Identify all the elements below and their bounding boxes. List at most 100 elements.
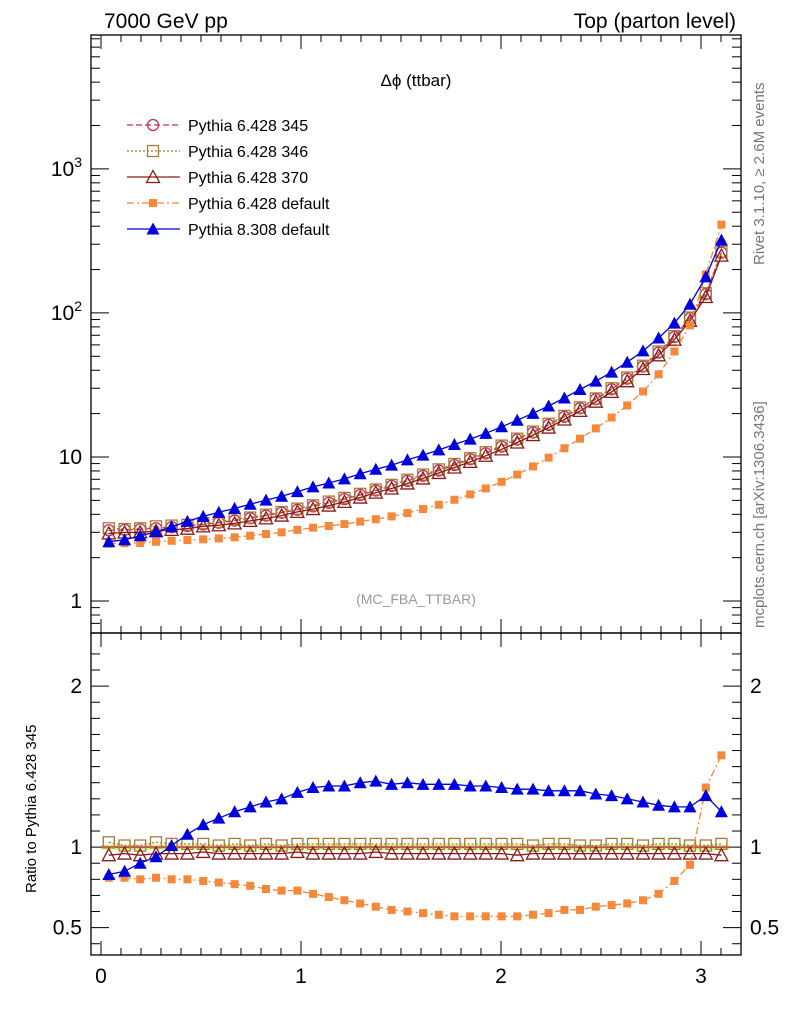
data-point-p370: [651, 347, 667, 362]
ratio-point-p346: [385, 837, 398, 851]
data-point-p370: [289, 503, 305, 519]
data-point-p8def: [589, 374, 603, 387]
ratio-y-tick-label: 2: [70, 675, 82, 698]
data-point-p6def: [340, 520, 349, 529]
ratio-point-p370: [541, 845, 557, 860]
ratio-point-p370: [321, 845, 337, 860]
ratio-point-p370: [336, 845, 352, 860]
ratio-point-p6def: [387, 905, 396, 914]
ratio-point-p370: [666, 845, 682, 860]
ratio-point-p6def: [623, 899, 632, 908]
data-point-p370: [179, 520, 195, 535]
ratio-point-p8def: [714, 805, 728, 818]
ratio-point-p370: [588, 845, 604, 860]
ratio-point-p346: [448, 837, 461, 851]
ratio-point-p6def: [670, 876, 679, 885]
ratio-point-p6def: [513, 912, 522, 921]
data-point-p370: [525, 427, 541, 442]
data-point-p6def: [136, 538, 145, 547]
ratio-point-p370: [682, 845, 698, 860]
ratio-point-p6def: [466, 912, 475, 921]
data-point-p6def: [230, 533, 239, 542]
data-point-p370: [713, 247, 729, 262]
ratio-point-p8def: [667, 800, 681, 813]
data-point-p346: [275, 505, 288, 519]
data-point-p370: [478, 447, 494, 462]
data-point-p346: [448, 457, 461, 471]
data-point-p370: [698, 289, 714, 304]
data-point-p346: [102, 522, 115, 535]
data-point-p346: [244, 511, 257, 524]
data-point-p6def: [544, 453, 553, 462]
legend-label-p370: Pythia 6.428 370: [188, 170, 308, 187]
data-point-p370: [572, 403, 588, 418]
data-point-p6def: [497, 477, 506, 486]
data-point-p370: [604, 384, 620, 399]
data-point-p6def: [654, 370, 663, 379]
y-tick-label: 102: [51, 298, 82, 325]
data-point-p6def: [214, 534, 223, 543]
ratio-point-p6def: [214, 878, 223, 887]
legend: Pythia 6.428 345 Pythia 6.428 346 Pythia 6…: [127, 118, 330, 239]
ratio-point-p8def: [133, 856, 147, 869]
ratio-point-p6def: [481, 912, 490, 921]
ratio-point-p370: [258, 845, 274, 860]
ratio-point-p6def: [529, 910, 537, 919]
data-point-p346: [511, 432, 524, 445]
ratio-point-p346: [479, 837, 492, 851]
x-tick-label: 3: [695, 965, 707, 988]
data-point-p8def: [196, 509, 210, 522]
data-point-p8def: [605, 365, 619, 378]
ratio-point-p370: [305, 845, 321, 860]
ratio-point-p346: [118, 839, 131, 852]
data-point-p370: [336, 494, 352, 509]
ratio-point-p6def: [152, 873, 160, 882]
legend-label-p8def: Pythia 8.308 default: [188, 222, 330, 239]
ratio-point-p370: [635, 845, 651, 860]
legend-marker-p345: [146, 118, 160, 132]
ratio-point-p346: [275, 839, 288, 852]
ratio-point-p8def: [102, 868, 116, 880]
ratio-point-p370: [572, 845, 588, 860]
rivet-version-label: Rivet 3.1.10, ≥ 2.6M events: [751, 83, 768, 266]
data-point-p6def: [309, 523, 317, 532]
data-point-p370: [305, 501, 321, 516]
ratio-point-p370: [179, 845, 195, 860]
ratio-point-p370: [698, 845, 714, 860]
ratio-plot-frame: [90, 632, 742, 956]
data-point-p8def: [699, 270, 713, 283]
ratio-point-p6def: [686, 860, 694, 869]
data-point-p370: [242, 513, 258, 528]
ratio-point-p6def: [701, 783, 710, 792]
data-point-p370: [588, 393, 604, 408]
data-point-p8def: [322, 476, 336, 489]
ratio-point-p346: [338, 837, 351, 851]
data-point-p6def: [262, 530, 270, 539]
data-point-p6def: [591, 424, 600, 433]
data-point-p346: [464, 452, 477, 465]
header-right: Top (parton level): [574, 10, 736, 33]
data-point-p6def: [607, 413, 616, 422]
data-point-p8def: [306, 480, 320, 493]
data-point-p370: [635, 361, 651, 376]
data-point-p6def: [434, 500, 443, 509]
ratio-point-p370: [651, 845, 667, 860]
ratio-point-p6def: [497, 912, 506, 921]
ratio-point-p8def: [526, 782, 540, 795]
ratio-y-tick-label-right: 2: [750, 675, 762, 698]
data-point-p346: [369, 483, 382, 496]
ratio-point-p8def: [118, 864, 132, 877]
data-point-p6def: [576, 434, 584, 443]
ratio-point-p6def: [576, 905, 584, 914]
ratio-point-p346: [589, 839, 602, 852]
ratio-point-p6def: [450, 912, 459, 921]
ratio-point-p346: [134, 839, 147, 852]
ratio-point-p346: [464, 837, 477, 851]
ratio-point-p8def: [447, 777, 461, 790]
ratio-point-p370: [604, 845, 620, 860]
ratio-point-p8def: [212, 811, 226, 824]
ratio-point-p370: [525, 845, 541, 860]
data-point-p8def: [385, 458, 399, 471]
ratio-point-p8def: [228, 805, 242, 818]
ratio-point-p6def: [717, 751, 726, 760]
